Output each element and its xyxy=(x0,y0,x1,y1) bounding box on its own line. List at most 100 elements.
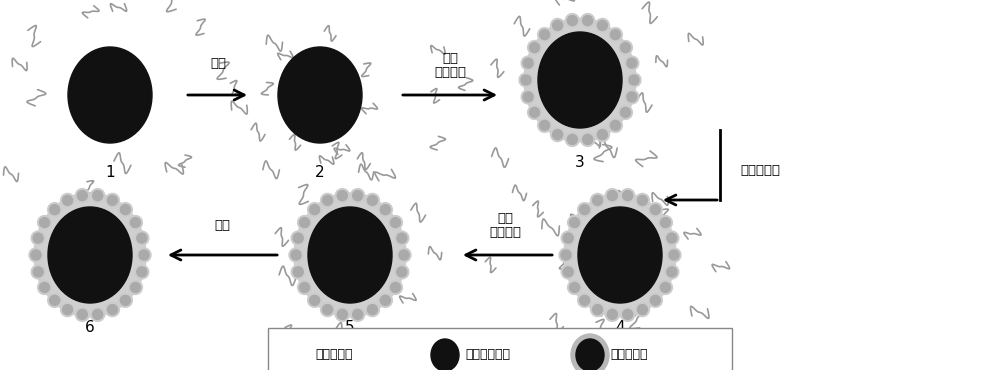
Circle shape xyxy=(623,309,633,319)
Circle shape xyxy=(620,107,630,117)
Circle shape xyxy=(581,132,595,147)
Circle shape xyxy=(310,295,320,305)
Circle shape xyxy=(31,265,45,279)
Text: 生物大分子: 生物大分子 xyxy=(315,349,352,361)
Text: 1: 1 xyxy=(105,165,115,180)
Circle shape xyxy=(91,307,105,322)
Circle shape xyxy=(321,303,335,317)
Circle shape xyxy=(595,128,609,142)
Circle shape xyxy=(665,231,679,245)
Circle shape xyxy=(33,233,43,243)
Circle shape xyxy=(38,216,52,229)
Circle shape xyxy=(610,30,620,40)
Circle shape xyxy=(63,195,73,205)
Circle shape xyxy=(128,280,142,295)
Circle shape xyxy=(623,191,633,201)
Circle shape xyxy=(91,189,105,203)
Circle shape xyxy=(48,203,62,217)
Circle shape xyxy=(291,231,305,245)
Circle shape xyxy=(593,195,603,205)
Circle shape xyxy=(390,218,400,228)
Circle shape xyxy=(561,265,575,279)
Circle shape xyxy=(75,307,89,322)
Circle shape xyxy=(580,205,590,215)
Circle shape xyxy=(323,305,333,314)
Circle shape xyxy=(298,216,312,229)
Ellipse shape xyxy=(576,339,604,370)
Circle shape xyxy=(300,282,310,292)
Circle shape xyxy=(395,231,409,245)
Circle shape xyxy=(367,195,377,205)
Circle shape xyxy=(63,305,73,314)
Ellipse shape xyxy=(538,32,622,128)
Circle shape xyxy=(665,265,679,279)
Circle shape xyxy=(637,305,647,314)
Circle shape xyxy=(351,189,365,203)
Circle shape xyxy=(29,248,43,262)
Circle shape xyxy=(365,194,379,208)
Circle shape xyxy=(48,293,62,307)
Circle shape xyxy=(521,90,535,104)
Circle shape xyxy=(310,205,320,215)
Circle shape xyxy=(658,216,672,229)
Circle shape xyxy=(568,280,582,295)
Circle shape xyxy=(335,189,349,203)
Circle shape xyxy=(378,203,392,217)
Circle shape xyxy=(540,120,550,130)
Circle shape xyxy=(130,218,140,228)
Text: 扩散、吸附: 扩散、吸附 xyxy=(740,164,780,176)
Circle shape xyxy=(521,56,535,70)
Ellipse shape xyxy=(34,193,146,317)
Circle shape xyxy=(397,233,407,243)
Circle shape xyxy=(667,248,681,262)
Circle shape xyxy=(627,58,637,68)
Circle shape xyxy=(621,189,635,203)
Circle shape xyxy=(565,14,579,28)
Circle shape xyxy=(390,282,400,292)
Text: 微波: 微波 xyxy=(442,52,458,65)
Circle shape xyxy=(591,303,605,317)
Circle shape xyxy=(597,130,607,139)
Circle shape xyxy=(608,28,622,42)
Ellipse shape xyxy=(308,207,392,303)
Text: 混匀: 混匀 xyxy=(210,57,226,70)
Ellipse shape xyxy=(68,47,152,143)
Circle shape xyxy=(581,14,595,28)
Circle shape xyxy=(388,280,402,295)
Circle shape xyxy=(128,216,142,229)
Circle shape xyxy=(523,92,533,102)
Circle shape xyxy=(620,43,630,53)
Circle shape xyxy=(397,267,407,277)
Circle shape xyxy=(570,282,580,292)
Circle shape xyxy=(595,18,609,33)
Circle shape xyxy=(291,250,301,260)
Circle shape xyxy=(610,120,620,130)
Text: 无机纳米材料: 无机纳米材料 xyxy=(465,349,510,361)
Circle shape xyxy=(660,218,670,228)
Circle shape xyxy=(627,92,637,102)
Circle shape xyxy=(353,309,363,319)
Text: 4: 4 xyxy=(615,320,625,335)
Circle shape xyxy=(130,282,140,292)
Text: 脉冲加热: 脉冲加热 xyxy=(434,66,466,79)
Circle shape xyxy=(77,309,87,319)
Circle shape xyxy=(323,195,333,205)
Circle shape xyxy=(61,194,75,208)
Text: 5: 5 xyxy=(345,320,355,335)
Circle shape xyxy=(93,191,103,201)
Ellipse shape xyxy=(278,47,362,143)
Circle shape xyxy=(137,248,151,262)
Circle shape xyxy=(650,295,660,305)
Text: 3: 3 xyxy=(575,155,585,170)
Circle shape xyxy=(137,267,147,277)
Circle shape xyxy=(618,105,632,120)
Circle shape xyxy=(660,282,670,292)
Circle shape xyxy=(335,307,349,322)
Circle shape xyxy=(521,75,531,85)
Circle shape xyxy=(608,118,622,132)
Circle shape xyxy=(397,248,411,262)
Circle shape xyxy=(625,90,639,104)
Circle shape xyxy=(568,216,582,229)
Circle shape xyxy=(135,231,149,245)
Circle shape xyxy=(637,195,647,205)
